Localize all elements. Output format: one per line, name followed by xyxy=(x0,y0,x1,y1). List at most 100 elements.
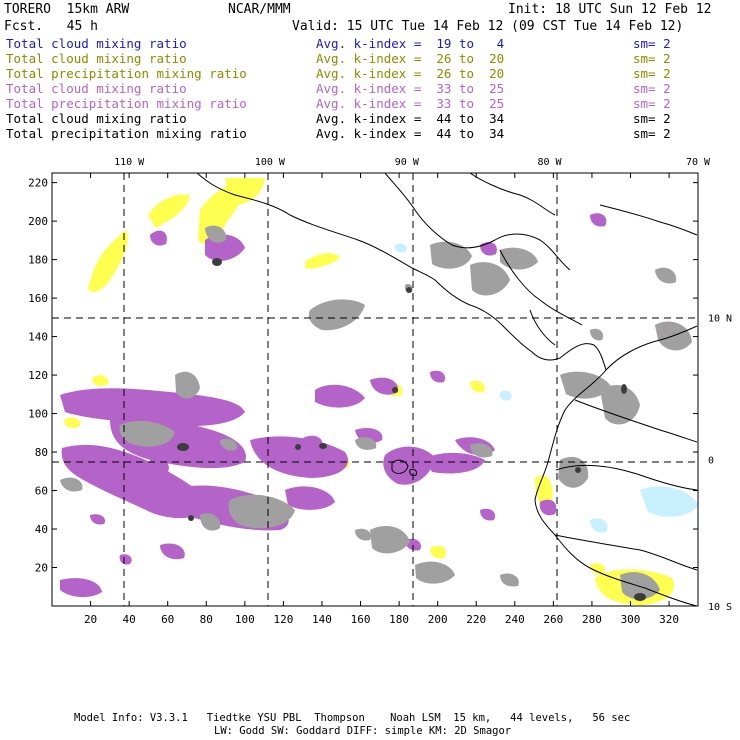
y-tick-label: 100 xyxy=(28,408,48,421)
legend-sm-7: sm= 2 xyxy=(633,126,671,141)
x-axis: 20 40 60 80 100 120 140 160 180 200 220 240 260 280 30… xyxy=(84,173,679,626)
legend-kindex-7: Avg. k-index = 44 to 34 xyxy=(316,126,505,141)
y-tick-label: 220 xyxy=(28,177,48,190)
legend-sm-6: sm= 2 xyxy=(633,111,671,126)
purple-field xyxy=(150,230,167,246)
x-tick-label: 320 xyxy=(659,613,679,626)
init-time: Init: 18 UTC Sun 12 Feb 12 xyxy=(508,2,712,17)
coastline-samerica xyxy=(534,369,698,606)
gray-field xyxy=(500,573,519,587)
coastline-gulf xyxy=(384,173,571,271)
black-core xyxy=(621,384,627,394)
purple-field xyxy=(539,499,557,516)
organization: NCAR/MMM xyxy=(228,2,291,17)
black-core xyxy=(212,258,222,266)
black-core xyxy=(634,593,646,601)
gray-field xyxy=(200,513,221,531)
purple-field xyxy=(119,554,132,565)
cyan-field xyxy=(640,486,698,517)
legend-field-1: Total cloud mixing ratio xyxy=(6,36,187,51)
y-tick-label: 40 xyxy=(35,523,48,536)
valid-time: Valid: 15 UTC Tue 14 Feb 12 (09 CST Tue … xyxy=(292,19,684,34)
cyan-field xyxy=(394,243,407,253)
legend-kindex-3: Avg. k-index = 26 to 20 xyxy=(316,66,505,81)
legend-field-7: Total precipitation mixing ratio xyxy=(6,126,247,141)
purple-field xyxy=(590,213,607,227)
longitude-label: 70 W xyxy=(686,157,711,168)
legend-sm-1: sm= 2 xyxy=(633,36,671,51)
coastline-yucatan xyxy=(469,173,556,216)
y-tick-label: 80 xyxy=(35,446,48,459)
legend-sm-5: sm= 2 xyxy=(633,96,671,111)
gray-field xyxy=(370,526,410,554)
x-tick-label: 60 xyxy=(161,613,174,626)
yellow-field xyxy=(305,253,340,269)
y-tick-label: 140 xyxy=(28,331,48,344)
x-tick-label: 260 xyxy=(543,613,563,626)
x-tick-label: 200 xyxy=(428,613,448,626)
forecast-hour: Fcst. 45 h xyxy=(4,19,98,34)
black-fields xyxy=(177,258,646,601)
border-1 xyxy=(499,249,583,326)
longitude-labels: 110 W 100 W 90 W 80 W 70 W xyxy=(114,157,711,168)
x-tick-label: 280 xyxy=(582,613,602,626)
yellow-field xyxy=(535,475,553,507)
y-tick-label: 120 xyxy=(28,369,48,382)
yellow-field xyxy=(64,417,81,428)
gray-field xyxy=(600,385,640,425)
legend-kindex-5: Avg. k-index = 33 to 25 xyxy=(316,96,505,111)
plot-frame xyxy=(51,172,699,607)
gray-fields xyxy=(60,225,692,600)
black-core xyxy=(188,515,194,521)
latitude-label: 0 xyxy=(708,456,714,467)
legend-field-3: Total precipitation mixing ratio xyxy=(6,66,247,81)
yellow-field xyxy=(470,380,486,393)
gray-field xyxy=(355,437,377,450)
x-tick-label: 160 xyxy=(351,613,371,626)
gray-field xyxy=(430,241,472,269)
yellow-field xyxy=(92,375,109,386)
latitude-label: 10 S xyxy=(708,602,732,613)
x-tick-label: 20 xyxy=(84,613,97,626)
gray-field xyxy=(470,443,493,458)
legend-sm-2: sm= 2 xyxy=(633,51,671,66)
purple-field xyxy=(90,514,106,525)
x-tick-label: 80 xyxy=(200,613,213,626)
gray-field xyxy=(228,494,295,529)
cyan-field xyxy=(590,518,608,533)
gray-field xyxy=(415,561,455,584)
gray-field xyxy=(205,225,227,243)
longitude-label: 100 W xyxy=(255,157,286,168)
x-tick-label: 100 xyxy=(235,613,255,626)
coastline-cuba xyxy=(599,204,698,236)
gray-field xyxy=(470,262,510,296)
gray-field xyxy=(620,572,660,600)
latitude-label: 10 N xyxy=(708,313,732,324)
longitude-label: 80 W xyxy=(537,157,562,168)
island-galapagos xyxy=(391,459,409,474)
gray-field xyxy=(60,477,83,492)
purple-field xyxy=(60,388,245,427)
gray-field xyxy=(175,371,200,399)
longitude-label: 110 W xyxy=(114,157,145,168)
purple-field xyxy=(300,435,323,448)
island-galapagos xyxy=(409,468,417,477)
gray-field xyxy=(558,456,589,488)
x-tick-label: 220 xyxy=(466,613,486,626)
legend-kindex-2: Avg. k-index = 26 to 20 xyxy=(316,51,505,66)
footer-model-info: Model Info: V3.3.1 Tiedtke YSU PBL Thomp… xyxy=(74,712,631,724)
gray-field xyxy=(119,420,175,447)
legend-field-6: Total cloud mixing ratio xyxy=(6,111,187,126)
y-axis: 20 40 60 80 100 120 140 160 180 200 220 xyxy=(28,177,698,575)
black-core xyxy=(406,287,412,293)
cyan-field xyxy=(499,390,512,401)
legend-kindex-4: Avg. k-index = 33 to 25 xyxy=(316,81,505,96)
purple-field xyxy=(315,384,365,408)
border-3 xyxy=(574,399,698,443)
border-5 xyxy=(554,534,698,571)
cyan-fields xyxy=(394,243,698,533)
latitude-labels: 10 N 0 10 S xyxy=(708,313,732,613)
x-tick-label: 120 xyxy=(273,613,293,626)
longitude-label: 90 W xyxy=(395,157,420,168)
legend-kindex-6: Avg. k-index = 44 to 34 xyxy=(316,111,505,126)
